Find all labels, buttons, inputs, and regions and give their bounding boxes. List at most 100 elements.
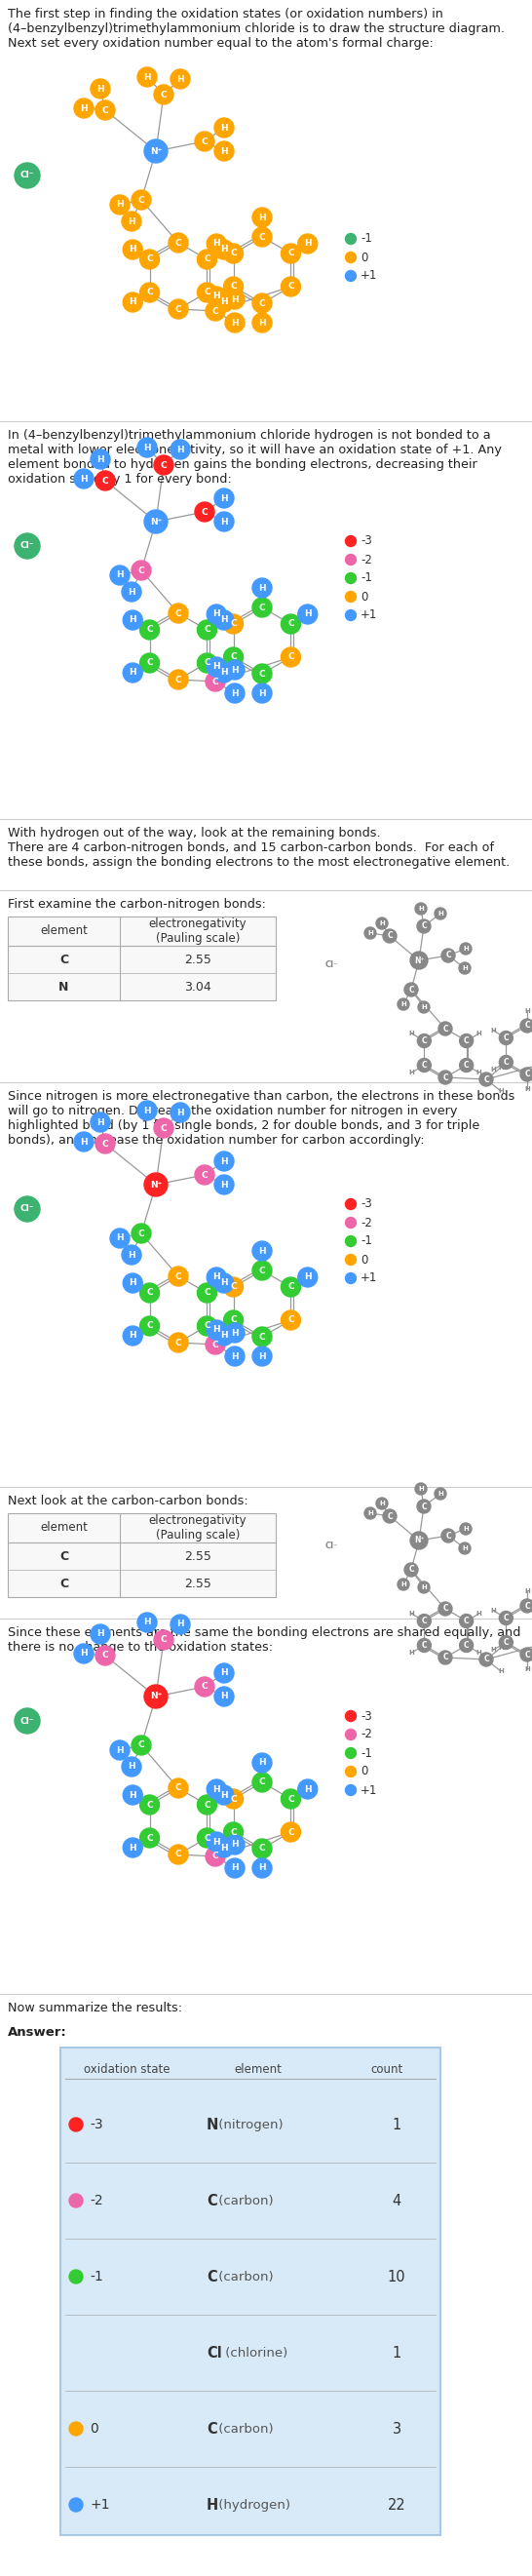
Circle shape: [122, 582, 142, 603]
Circle shape: [144, 139, 168, 162]
Text: C: C: [138, 1741, 145, 1749]
Circle shape: [223, 647, 243, 667]
Circle shape: [252, 1857, 272, 1878]
Text: -2: -2: [89, 2195, 103, 2208]
Circle shape: [154, 1631, 173, 1649]
Text: C: C: [484, 1656, 489, 1664]
Text: H: H: [304, 611, 311, 618]
Text: C: C: [421, 1618, 427, 1625]
Circle shape: [345, 1767, 356, 1777]
Circle shape: [225, 659, 245, 680]
Text: Cl⁻: Cl⁻: [20, 170, 35, 180]
Text: C: C: [409, 984, 414, 994]
Circle shape: [223, 1790, 243, 1808]
Circle shape: [131, 1736, 151, 1754]
Circle shape: [69, 2195, 83, 2208]
Text: H: H: [231, 319, 238, 327]
Text: H: H: [498, 1087, 504, 1095]
Text: H: H: [129, 667, 136, 677]
Circle shape: [214, 1837, 234, 1857]
Text: H: H: [213, 291, 220, 301]
Text: H: H: [177, 1108, 184, 1118]
Text: H: H: [409, 1030, 414, 1036]
Text: C: C: [230, 1283, 237, 1291]
Text: C: C: [259, 1777, 265, 1788]
Text: H: H: [421, 1005, 427, 1010]
Text: C: C: [421, 1641, 427, 1649]
Circle shape: [74, 469, 94, 489]
Text: C: C: [161, 1636, 167, 1643]
Text: electronegativity
(Pauling scale): electronegativity (Pauling scale): [149, 917, 247, 945]
Circle shape: [225, 683, 245, 703]
Text: H: H: [498, 1669, 504, 1674]
Circle shape: [214, 142, 234, 160]
Text: electronegativity
(Pauling scale): electronegativity (Pauling scale): [149, 1515, 247, 1540]
Text: C: C: [259, 670, 265, 677]
Circle shape: [281, 647, 301, 667]
Circle shape: [281, 245, 301, 263]
Text: C: C: [161, 1123, 167, 1133]
Text: C: C: [212, 1340, 219, 1350]
Circle shape: [123, 1837, 143, 1857]
Circle shape: [14, 1708, 40, 1734]
Text: H: H: [220, 1790, 228, 1801]
Text: C: C: [204, 626, 210, 634]
Circle shape: [110, 1229, 130, 1247]
Circle shape: [364, 927, 376, 938]
Text: H: H: [231, 688, 238, 698]
Circle shape: [214, 1175, 234, 1195]
Circle shape: [376, 1497, 388, 1510]
Text: H: H: [462, 1546, 468, 1551]
Circle shape: [397, 1579, 409, 1589]
Text: C: C: [484, 1074, 489, 1084]
Text: (nitrogen): (nitrogen): [214, 2117, 282, 2130]
Circle shape: [460, 1522, 471, 1535]
Circle shape: [214, 1664, 234, 1682]
Circle shape: [460, 943, 471, 956]
Circle shape: [131, 562, 151, 580]
Circle shape: [252, 1242, 272, 1260]
Circle shape: [281, 1821, 301, 1842]
Text: H: H: [421, 1584, 427, 1589]
Circle shape: [418, 1033, 431, 1048]
Text: H: H: [80, 1139, 87, 1146]
Text: 3: 3: [392, 2421, 401, 2437]
Circle shape: [345, 1785, 356, 1795]
Circle shape: [197, 1316, 217, 1337]
Circle shape: [225, 1347, 245, 1365]
Text: Cl⁻: Cl⁻: [20, 541, 35, 551]
Circle shape: [460, 1033, 473, 1048]
Text: C: C: [259, 1844, 265, 1852]
Circle shape: [123, 240, 143, 260]
Circle shape: [197, 250, 217, 268]
Circle shape: [214, 1687, 234, 1705]
Circle shape: [169, 670, 188, 690]
Text: H: H: [116, 201, 123, 209]
Circle shape: [214, 489, 234, 507]
Text: oxidation state: oxidation state: [84, 2063, 170, 2076]
Text: 2.55: 2.55: [184, 1551, 211, 1564]
Circle shape: [169, 1332, 188, 1352]
Circle shape: [140, 1829, 160, 1847]
Circle shape: [171, 1615, 190, 1633]
Text: H: H: [220, 616, 228, 623]
Text: C: C: [212, 307, 219, 314]
Circle shape: [14, 533, 40, 559]
Circle shape: [123, 662, 143, 683]
Text: H: H: [476, 1069, 482, 1074]
Circle shape: [281, 1790, 301, 1808]
Circle shape: [205, 1847, 225, 1865]
Text: H: H: [418, 907, 423, 912]
Circle shape: [223, 1821, 243, 1842]
Text: C: C: [463, 1036, 469, 1046]
Circle shape: [345, 536, 356, 546]
Circle shape: [438, 1072, 452, 1084]
Circle shape: [74, 98, 94, 118]
Text: H: H: [401, 1582, 406, 1587]
Text: H: H: [220, 518, 228, 526]
Text: C: C: [409, 1566, 414, 1574]
Circle shape: [90, 1113, 110, 1131]
Text: N⁺: N⁺: [414, 956, 424, 966]
Circle shape: [214, 1785, 234, 1806]
Text: C: C: [463, 1618, 469, 1625]
